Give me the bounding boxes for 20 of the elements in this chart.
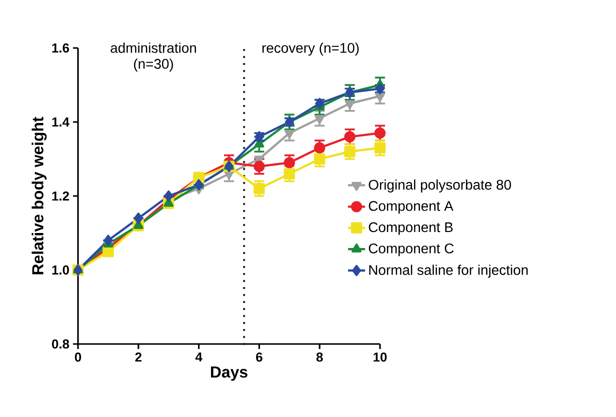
y-tick-label: 1.2 [52,191,69,201]
legend-label: Component A [368,201,454,214]
y-axis-title: Relative body weight [32,116,47,274]
x-tick-label: 2 [135,352,142,362]
legend-label: Normal saline for injection [369,264,528,278]
x-tick-label: 0 [74,352,82,362]
y-tick-label: 1.6 [52,43,70,53]
x-tick-label: 8 [316,352,323,362]
legend-label: Component B [368,222,453,235]
y-tick-label: 1.0 [52,265,69,275]
legend-label: Original polysorbate 80 [368,179,512,192]
y-tick-label: 1.4 [52,118,70,126]
x-tick-label: 4 [195,352,202,362]
x-tick-label: 6 [256,352,262,362]
x-axis-title: Days [211,366,248,381]
annotation: administration (n=30) [110,42,196,72]
y-tick-label: 0.8 [52,339,70,349]
legend-label: Component C [368,243,454,256]
x-tick-label: 10 [374,352,387,362]
annotation: recovery (n=10) [262,42,359,56]
